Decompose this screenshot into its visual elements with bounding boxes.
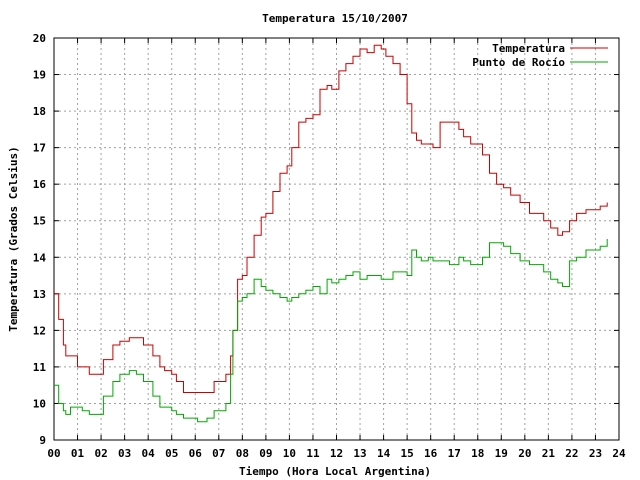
- x-tick-label: 06: [189, 447, 203, 460]
- x-tick-label: 18: [471, 447, 484, 460]
- x-tick-label: 20: [518, 447, 531, 460]
- x-tick-label: 11: [306, 447, 320, 460]
- x-tick-label: 05: [165, 447, 178, 460]
- y-axis: 9 10 11 12 13 14 15 16 17 18 19 20: [33, 32, 619, 447]
- y-tick-label: 12: [33, 324, 46, 337]
- y-tick-label: 16: [33, 178, 47, 191]
- y-tick-label: 17: [33, 142, 46, 155]
- y-tick-label: 9: [39, 434, 46, 447]
- x-tick-label: 09: [259, 447, 272, 460]
- x-tick-label: 12: [330, 447, 343, 460]
- x-tick-label: 13: [353, 447, 366, 460]
- x-tick-label: 22: [565, 447, 578, 460]
- y-tick-label: 20: [33, 32, 46, 45]
- x-tick-label: 07: [212, 447, 225, 460]
- y-tick-label: 15: [33, 215, 46, 228]
- x-tick-label: 23: [589, 447, 602, 460]
- x-tick-label: 10: [283, 447, 296, 460]
- x-tick-label: 24: [612, 447, 626, 460]
- x-tick-label: 04: [142, 447, 156, 460]
- y-tick-label: 19: [33, 69, 46, 82]
- y-tick-label: 10: [33, 397, 46, 410]
- y-tick-label: 13: [33, 288, 46, 301]
- x-tick-label: 08: [236, 447, 249, 460]
- y-tick-label: 11: [33, 361, 47, 374]
- x-tick-label: 00: [47, 447, 60, 460]
- legend-label: Temperatura: [492, 42, 565, 55]
- y-tick-label: 18: [33, 105, 46, 118]
- x-tick-label: 16: [424, 447, 438, 460]
- grid: [54, 38, 619, 440]
- y-axis-label: Temperatura (Grados Celsius): [7, 146, 20, 331]
- series-layer: [54, 44, 608, 423]
- x-tick-label: 02: [94, 447, 107, 460]
- y-tick-label: 14: [33, 251, 47, 264]
- x-tick-label: 17: [448, 447, 461, 460]
- series-line-punto-de-rocio: [54, 239, 608, 423]
- x-tick-label: 15: [401, 447, 414, 460]
- x-tick-label: 03: [118, 447, 131, 460]
- x-axis: 00 01 02 03 04 05 06 07 08 09 10 11 12 13 14 15 16 17 18 19…: [47, 38, 626, 460]
- x-tick-label: 01: [71, 447, 85, 460]
- x-axis-label: Tiempo (Hora Local Argentina): [239, 465, 431, 478]
- series-line-temperatura: [54, 44, 608, 393]
- chart-title: Temperatura 15/10/2007: [262, 12, 408, 25]
- x-tick-label: 19: [495, 447, 508, 460]
- x-tick-label: 21: [542, 447, 556, 460]
- legend-label: Punto de Rocío: [472, 56, 565, 69]
- x-tick-label: 14: [377, 447, 391, 460]
